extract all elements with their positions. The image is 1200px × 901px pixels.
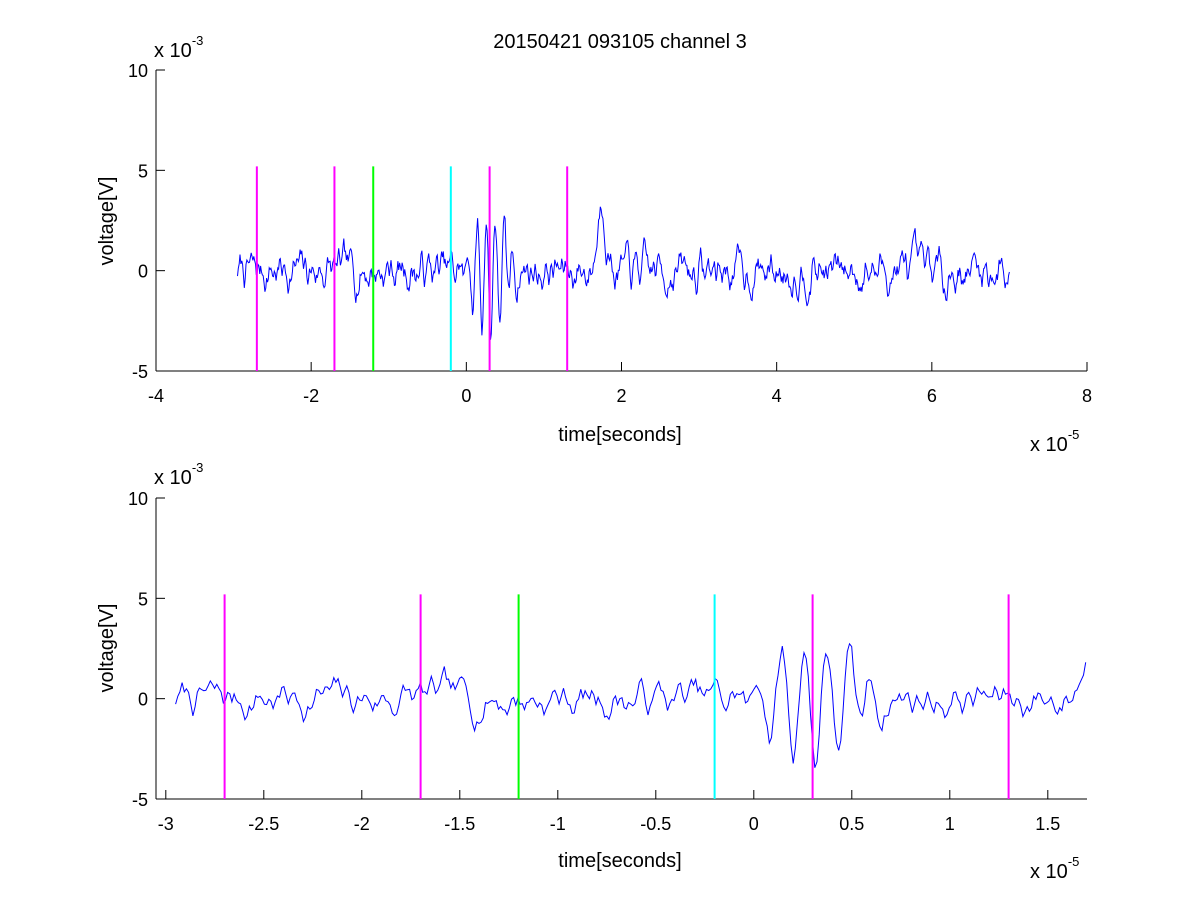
y-multiplier-exponent: -3 <box>192 460 204 475</box>
y-tick-label: 5 <box>138 161 148 181</box>
x-multiplier-base: x 10 <box>1030 861 1068 883</box>
x-multiplier-base: x 10 <box>1030 434 1068 456</box>
x-tick-label: 0.5 <box>839 814 864 834</box>
y-multiplier-exponent: -3 <box>192 33 204 48</box>
top-plot-marks <box>237 166 1010 371</box>
y-tick-label: 0 <box>138 262 148 282</box>
y-multiplier: x 10-3 <box>154 460 203 489</box>
x-tick-label: -2 <box>303 386 319 406</box>
x-multiplier: x 10-5 <box>1030 854 1079 883</box>
y-tick-label: -5 <box>132 790 148 810</box>
x-tick-label: -2 <box>354 814 370 834</box>
y-multiplier-base: x 10 <box>154 40 192 62</box>
x-multiplier-exponent: -5 <box>1068 427 1080 442</box>
top-axes: 20150421 093105 channel 3 -4 -2 0 2 4 6 8 -5 0 5… <box>96 31 1092 456</box>
x-tick-label: 8 <box>1082 386 1092 406</box>
x-axis-label: time[seconds] <box>558 850 681 872</box>
y-multiplier-base: x 10 <box>154 467 192 489</box>
chart-title: 20150421 093105 channel 3 <box>493 31 747 53</box>
voltage-trace <box>175 642 1087 768</box>
voltage-trace <box>237 206 1010 340</box>
x-tick-label: -0.5 <box>640 814 671 834</box>
y-tick-label: 0 <box>138 690 148 710</box>
x-tick-label: -1 <box>550 814 566 834</box>
y-tick-label: -5 <box>132 362 148 382</box>
x-tick-label: 4 <box>772 386 782 406</box>
bottom-axes: -3 -2.5 -2 -1.5 -1 -0.5 0 0.5 1 1.5 -5 0 5 10 time[s… <box>96 460 1087 883</box>
x-tick-label: -1.5 <box>444 814 475 834</box>
y-tick-label: 10 <box>128 61 148 81</box>
y-axis-label: voltage[V] <box>96 177 118 266</box>
x-tick-label: 1 <box>945 814 955 834</box>
y-multiplier: x 10-3 <box>154 33 203 62</box>
x-tick-label: 0 <box>749 814 759 834</box>
x-multiplier-exponent: -5 <box>1068 854 1080 869</box>
bottom-y-ticks: -5 0 5 10 <box>128 489 165 810</box>
top-x-ticks: -4 -2 0 2 4 6 8 <box>148 362 1092 406</box>
x-axis-label: time[seconds] <box>558 424 681 446</box>
y-tick-label: 10 <box>128 489 148 509</box>
x-tick-label: -4 <box>148 386 164 406</box>
x-tick-label: -3 <box>158 814 174 834</box>
bottom-plot-marks <box>175 594 1087 799</box>
x-tick-label: 0 <box>461 386 471 406</box>
x-multiplier: x 10-5 <box>1030 427 1079 456</box>
x-tick-label: 1.5 <box>1035 814 1060 834</box>
x-tick-label: 6 <box>927 386 937 406</box>
top-y-ticks: -5 0 5 10 <box>128 61 165 382</box>
x-tick-label: -2.5 <box>248 814 279 834</box>
y-tick-label: 5 <box>138 589 148 609</box>
y-axis-label: voltage[V] <box>96 604 118 693</box>
x-tick-label: 2 <box>616 386 626 406</box>
bottom-x-ticks: -3 -2.5 -2 -1.5 -1 -0.5 0 0.5 1 1.5 <box>158 790 1060 834</box>
